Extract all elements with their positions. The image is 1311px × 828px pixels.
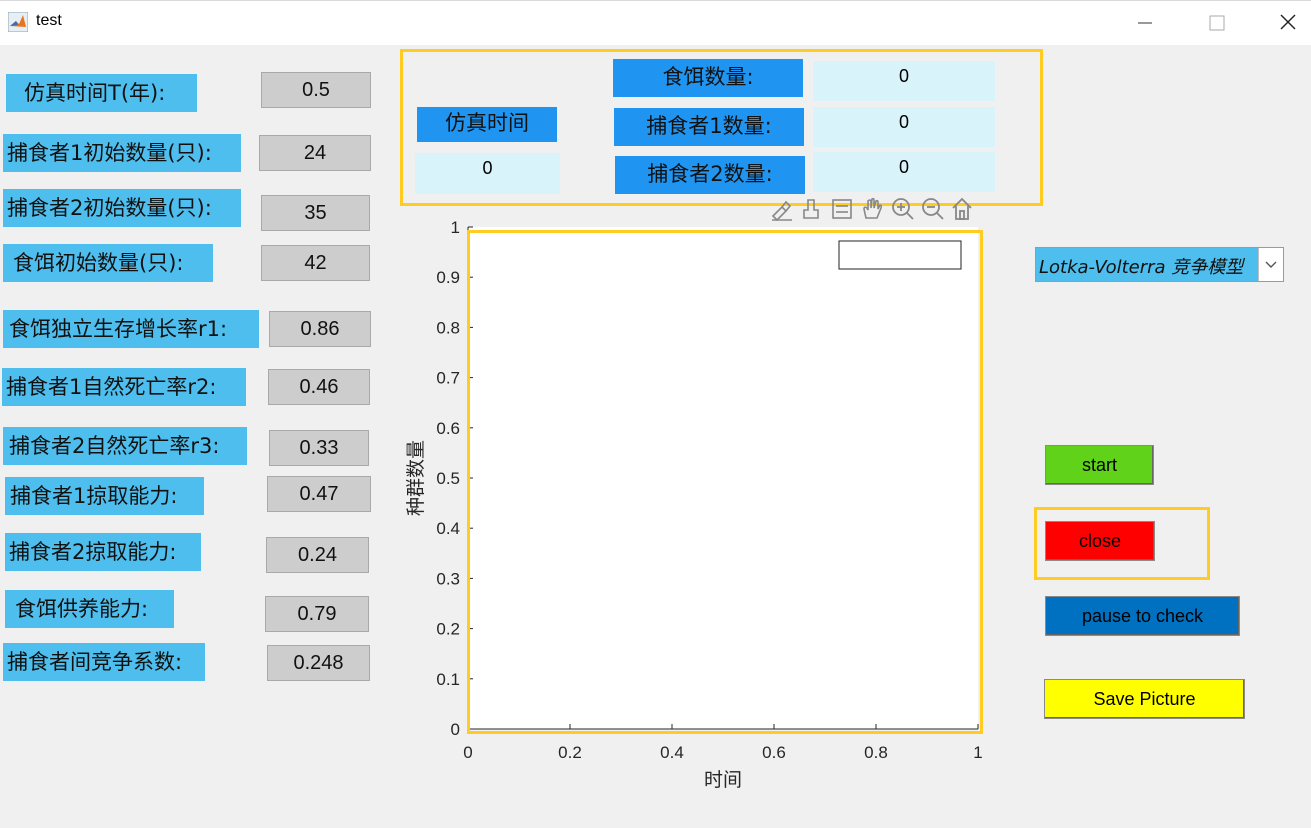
param-input-competition[interactable]: 0.248 (267, 645, 370, 681)
param-label-pred2-capture: 捕食者2掠取能力: (5, 533, 201, 571)
param-input-r2[interactable]: 0.46 (268, 369, 370, 405)
x-tick-label: 0.6 (762, 743, 786, 762)
x-axis: 0 0.2 0.4 0.6 0.8 1 (463, 724, 983, 762)
pred1-count-value: 0 (813, 107, 995, 147)
y-tick-label: 0 (451, 720, 460, 739)
pred2-count-label: 捕食者2数量: (615, 156, 805, 194)
param-label-competition: 捕食者间竞争系数: (3, 643, 205, 681)
param-input-r3[interactable]: 0.33 (269, 430, 369, 466)
x-axis-label: 时间 (704, 769, 742, 791)
param-input-pred2-capture[interactable]: 0.24 (266, 537, 369, 573)
y-tick-label: 0.5 (436, 469, 460, 488)
param-label-prey-init: 食饵初始数量(只): (3, 244, 213, 282)
y-tick-label: 0.4 (436, 519, 460, 538)
param-input-sim-time[interactable]: 0.5 (261, 72, 371, 108)
title-bar: test (0, 0, 1311, 45)
axes-toolbar (771, 197, 972, 222)
zoom-in-icon[interactable] (892, 198, 914, 220)
param-input-pred1-init[interactable]: 24 (259, 135, 371, 171)
model-select-value: Lotka-Volterra 竞争模型 (1039, 257, 1244, 278)
param-input-pred2-init[interactable]: 35 (261, 195, 370, 231)
matlab-icon (8, 12, 28, 32)
x-tick-label: 1 (973, 743, 982, 762)
maximize-icon[interactable] (1202, 9, 1232, 37)
legend-box[interactable] (838, 240, 962, 270)
pause-to-check-button[interactable]: pause to check (1045, 596, 1240, 636)
y-tick-label: 0.3 (436, 569, 460, 588)
param-label-pred1-init: 捕食者1初始数量(只): (3, 134, 241, 172)
param-label-pred1-capture: 捕食者1掠取能力: (5, 477, 204, 515)
x-tick-label: 0.4 (660, 743, 684, 762)
param-label-prey-supply: 食饵供养能力: (5, 590, 174, 628)
y-axis: 0 0.1 0.2 0.3 0.4 0.5 0.6 0.7 0.8 0.9 1 (436, 218, 473, 739)
y-tick-label: 0.2 (436, 620, 460, 639)
close-button-highlight (1034, 507, 1210, 580)
counter-panel-highlight (400, 49, 1043, 206)
minimize-icon[interactable] (1130, 9, 1160, 37)
pan-hand-icon[interactable] (863, 197, 883, 219)
save-picture-button[interactable]: Save Picture (1044, 679, 1245, 719)
param-input-pred1-capture[interactable]: 0.47 (267, 476, 371, 512)
legend-icon[interactable] (832, 199, 852, 219)
prey-count-label: 食饵数量: (613, 59, 803, 97)
chart-highlight (467, 230, 983, 734)
data-tips-icon[interactable] (803, 199, 819, 219)
population-chart[interactable]: 0 0.1 0.2 0.3 0.4 0.5 0.6 0.7 0.8 0.9 1 0 0.2 0.4 0.6… (400, 210, 1000, 800)
param-label-r1: 食饵独立生存增长率r1: (3, 310, 259, 348)
y-axis-label: 种群数量 (405, 440, 427, 516)
y-tick-label: 0.7 (436, 369, 460, 388)
param-label-r3: 捕食者2自然死亡率r3: (3, 427, 247, 465)
close-button[interactable]: close (1045, 521, 1155, 561)
brush-icon[interactable] (771, 200, 792, 222)
pred2-count-value: 0 (813, 152, 995, 192)
window-title: test (36, 12, 62, 29)
start-button[interactable]: start (1045, 445, 1154, 485)
y-tick-label: 1 (451, 218, 460, 237)
param-input-prey-supply[interactable]: 0.79 (265, 596, 369, 632)
chevron-down-icon (1265, 261, 1277, 268)
prey-count-value: 0 (813, 61, 995, 101)
sim-time-value: 0 (415, 153, 560, 194)
plot-area (468, 227, 978, 729)
model-select[interactable]: Lotka-Volterra 竞争模型 (1035, 247, 1284, 282)
y-tick-label: 0.6 (436, 419, 460, 438)
y-tick-label: 0.9 (436, 268, 460, 287)
zoom-out-icon[interactable] (922, 198, 944, 220)
y-tick-label: 0.8 (436, 318, 460, 337)
param-input-r1[interactable]: 0.86 (269, 311, 371, 347)
x-tick-label: 0 (463, 743, 472, 762)
home-icon[interactable] (952, 197, 972, 220)
y-tick-label: 0.1 (436, 670, 460, 689)
x-tick-label: 0.2 (558, 743, 582, 762)
param-label-r2: 捕食者1自然死亡率r2: (2, 368, 246, 406)
x-tick-label: 0.8 (864, 743, 888, 762)
param-input-prey-init[interactable]: 42 (261, 245, 370, 281)
dropdown-arrow[interactable] (1258, 248, 1283, 281)
param-label-pred2-init: 捕食者2初始数量(只): (3, 189, 241, 227)
close-window-icon[interactable] (1273, 9, 1303, 37)
sim-time-label: 仿真时间 (417, 107, 557, 142)
param-label-sim-time: 仿真时间T(年): (6, 74, 197, 112)
pred1-count-label: 捕食者1数量: (614, 108, 804, 146)
